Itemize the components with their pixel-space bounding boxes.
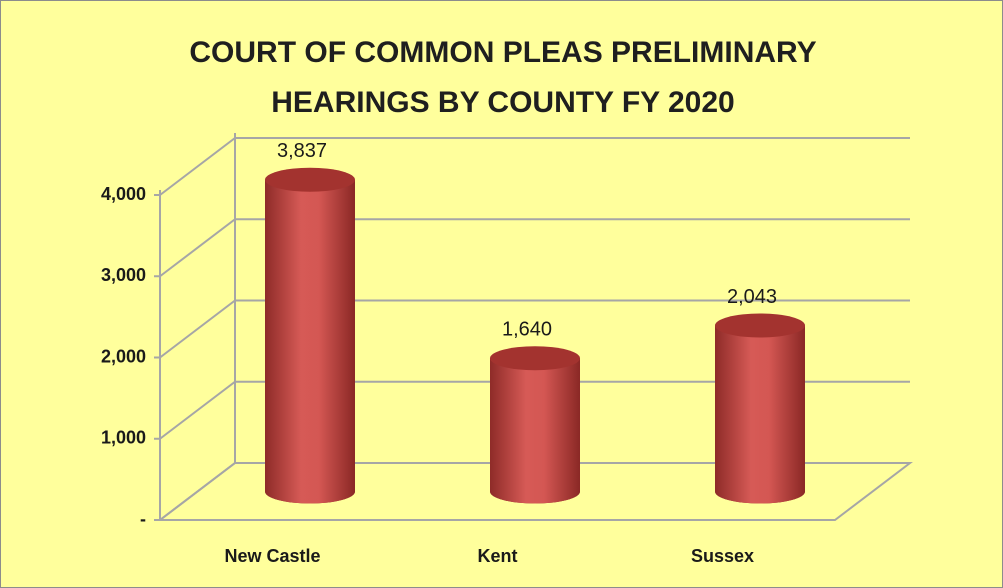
grid-line — [159, 137, 910, 196]
bar-top — [265, 167, 355, 192]
value-label: 1,640 — [502, 319, 552, 341]
value-label: 3,837 — [277, 140, 327, 162]
y-tick-label: 2,000 — [101, 346, 146, 366]
bar-top — [715, 313, 805, 338]
value-label: 2,043 — [727, 286, 777, 308]
grid-line — [159, 299, 910, 359]
x-tick-label: Sussex — [691, 546, 754, 566]
chart-title: COURT OF COMMON PLEAS PRELIMINARY HEARIN… — [189, 36, 817, 119]
y-tick-label: 4,000 — [101, 184, 146, 204]
bar — [490, 358, 580, 504]
bar-top — [490, 346, 580, 371]
x-tick-label: Kent — [478, 546, 518, 566]
y-tick-label: 1,000 — [101, 428, 146, 448]
x-tick-label: New Castle — [224, 546, 320, 566]
grid-line — [159, 380, 910, 440]
grid-line — [159, 462, 910, 521]
y-tick-label: 3,000 — [101, 265, 146, 285]
bar — [265, 179, 355, 504]
y-tick-label: - — [140, 509, 146, 529]
grid-line — [159, 218, 910, 278]
bar — [715, 325, 805, 504]
